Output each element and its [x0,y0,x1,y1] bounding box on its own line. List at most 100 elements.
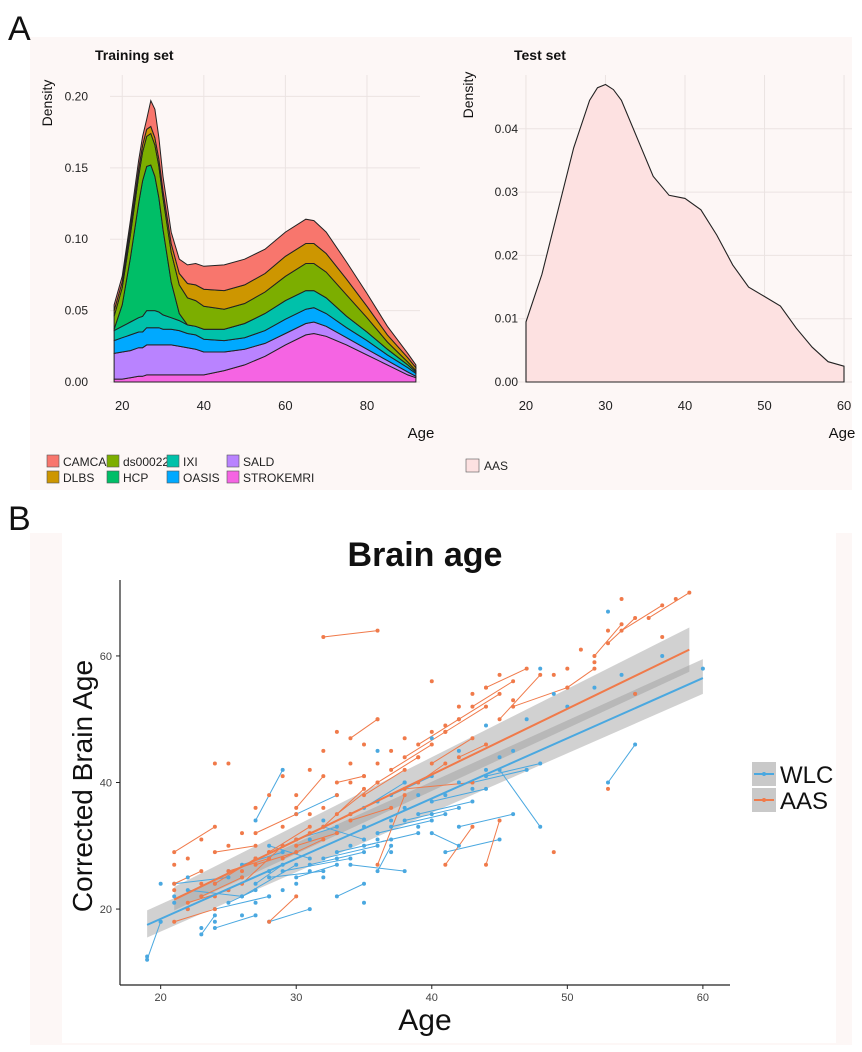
subject-line-aas [296,832,338,847]
data-point-wlc [362,837,366,842]
data-point-aas [199,869,204,874]
subject-line-aas [174,908,216,923]
data-point-aas [294,843,299,848]
subject-line-wlc [146,921,162,960]
subject-line-wlc [323,845,378,859]
data-point-wlc [429,812,434,817]
data-point-wlc [253,818,258,823]
data-point-wlc [497,755,502,760]
data-point-aas [660,603,665,608]
data-point-wlc [348,843,353,848]
subject-line-aas [390,744,433,771]
subject-line-aas [214,845,256,853]
subject-line-aas [431,737,473,764]
data-point-aas [592,660,597,665]
data-point-wlc [429,831,434,836]
data-point-wlc [375,837,380,842]
subject-line-aas [282,839,324,859]
legend-label-oasis: OASIS [183,471,220,485]
test-ytick-label: 0.01 [495,312,519,326]
subject-line-wlc [268,908,310,923]
data-point-aas [294,894,299,899]
data-point-aas [199,894,204,899]
data-point-aas [511,698,516,703]
training-ytick-label: 0.10 [65,232,89,246]
data-point-aas [240,869,244,874]
data-point-aas [307,812,312,817]
data-point-aas [524,666,529,671]
data-point-wlc [389,850,394,855]
data-point-wlc [402,869,407,874]
data-point-wlc [307,869,312,874]
subject-line-aas [512,687,568,708]
data-point-aas [389,805,394,810]
legend-label-aas: AAS [484,459,508,473]
subject-line-wlc [214,895,270,910]
data-point-wlc [334,862,339,867]
data-point-aas [348,780,353,785]
data-point-wlc [267,843,272,848]
data-point-aas [429,679,434,684]
data-point-wlc [348,862,353,867]
data-point-wlc [240,894,244,899]
legend-key-strokemri [226,470,240,484]
test-set-chart: Test set Density Age 0.000.010.020.030.0… [460,47,855,473]
subject-line-aas [268,896,297,923]
data-point-wlc [416,831,421,836]
subject-line-wlc [296,864,338,878]
data-point-wlc [334,824,339,829]
subject-line-aas [295,775,324,809]
data-point-wlc [375,831,380,836]
subject-line-aas [255,813,297,834]
data-point-aas [443,761,448,766]
data-point-aas [334,793,339,798]
subject-line-aas [458,744,487,758]
legend-key-dlbs [46,470,60,484]
confidence-band-wlc [147,659,703,938]
data-point-wlc [429,736,434,741]
test-ticks: 0.00 0.01 0.02 0.03 0.04 20 30 40 50 60 [495,122,852,413]
training-xtick-label: 80 [360,398,374,413]
data-point-aas [334,729,339,734]
subject-line-aas [499,674,541,720]
data-point-aas [212,850,217,855]
data-point-aas [267,919,272,924]
data-point-wlc [321,869,326,874]
brain-age-xtick-label: 50 [561,992,573,1004]
data-point-wlc [700,666,705,671]
data-point-aas [443,862,448,867]
data-point-aas [511,679,516,684]
data-point-aas [565,666,570,671]
data-point-wlc [470,799,475,804]
data-point-wlc [294,862,299,867]
training-xtick-label: 60 [278,398,292,413]
data-point-wlc [456,824,461,829]
data-point-wlc [362,881,366,886]
data-point-aas [375,717,380,722]
data-point-aas [172,881,177,886]
data-point-aas [226,761,231,766]
test-xlabel: Age [829,425,856,442]
test-ytick-label: 0.04 [495,122,519,136]
data-point-wlc [375,843,380,848]
legend-key-ixi [166,454,180,468]
brain-age-ytick-label: 40 [100,778,112,790]
data-point-wlc [307,862,312,867]
training-ylabel: Density [39,80,55,127]
data-point-aas [551,850,556,855]
data-point-wlc [389,843,394,848]
data-point-aas [362,786,366,791]
data-point-aas [348,736,353,741]
data-point-aas [443,729,448,734]
subject-line-aas [201,876,243,897]
data-point-aas [578,647,583,652]
subject-line-aas [377,794,406,865]
data-point-wlc [226,875,231,880]
test-xtick-label: 30 [598,398,612,413]
data-point-wlc [416,824,421,829]
data-point-aas [375,761,380,766]
subject-line-wlc [418,800,473,815]
training-xtick-label: 40 [197,398,211,413]
data-point-wlc [280,888,285,893]
